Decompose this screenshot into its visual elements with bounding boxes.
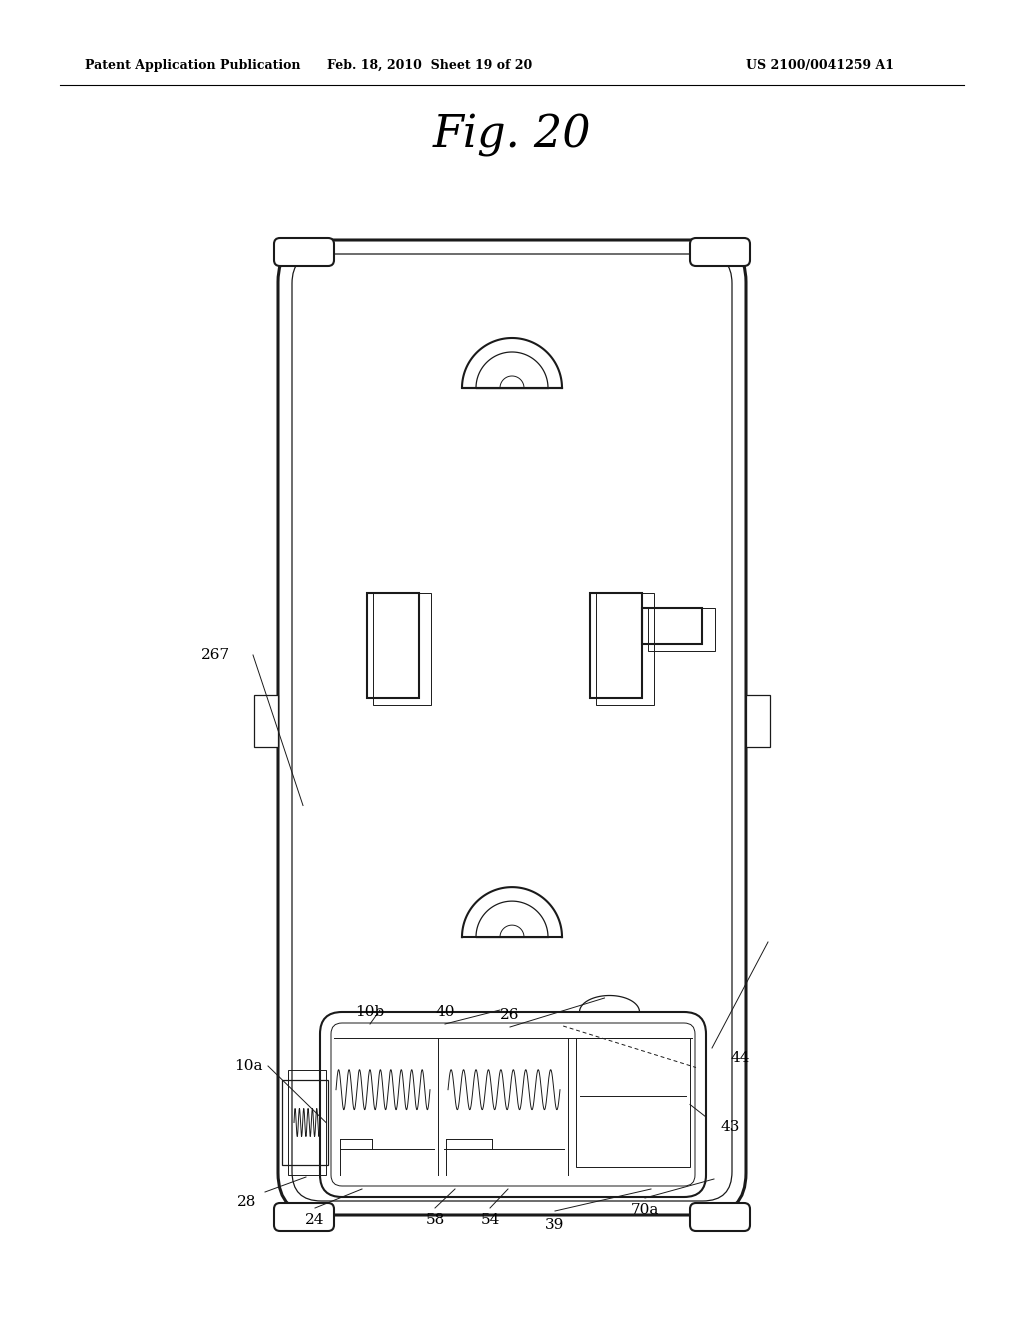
Text: Feb. 18, 2010  Sheet 19 of 20: Feb. 18, 2010 Sheet 19 of 20	[328, 58, 532, 71]
FancyBboxPatch shape	[274, 238, 334, 267]
Text: US 2100/0041259 A1: US 2100/0041259 A1	[746, 58, 894, 71]
Text: 26: 26	[501, 1008, 520, 1022]
Bar	[367, 593, 419, 698]
Bar	[648, 607, 715, 651]
Text: 40: 40	[435, 1005, 455, 1019]
Text: 10b: 10b	[355, 1005, 385, 1019]
Bar	[288, 1071, 326, 1175]
Text: 28: 28	[238, 1195, 257, 1209]
FancyBboxPatch shape	[319, 1012, 706, 1197]
Text: 58: 58	[425, 1213, 444, 1228]
Text: 43: 43	[720, 1119, 739, 1134]
Text: 70a: 70a	[631, 1203, 659, 1217]
Bar	[282, 1080, 328, 1166]
Bar	[575, 1038, 690, 1167]
Text: 44: 44	[730, 1051, 750, 1065]
Text: 39: 39	[546, 1218, 564, 1232]
Bar	[373, 593, 431, 705]
Text: 24: 24	[305, 1213, 325, 1228]
Bar	[746, 696, 770, 747]
Bar	[590, 593, 642, 698]
Text: 267: 267	[201, 648, 229, 663]
Text: Patent Application Publication: Patent Application Publication	[85, 58, 300, 71]
FancyBboxPatch shape	[274, 1203, 334, 1232]
FancyBboxPatch shape	[278, 240, 746, 1214]
Text: Fig. 20: Fig. 20	[433, 114, 591, 157]
Text: 10a: 10a	[233, 1059, 262, 1073]
Bar	[254, 696, 278, 747]
FancyBboxPatch shape	[690, 238, 750, 267]
Text: 54: 54	[480, 1213, 500, 1228]
Bar	[596, 593, 654, 705]
Bar	[642, 607, 702, 644]
FancyBboxPatch shape	[690, 1203, 750, 1232]
